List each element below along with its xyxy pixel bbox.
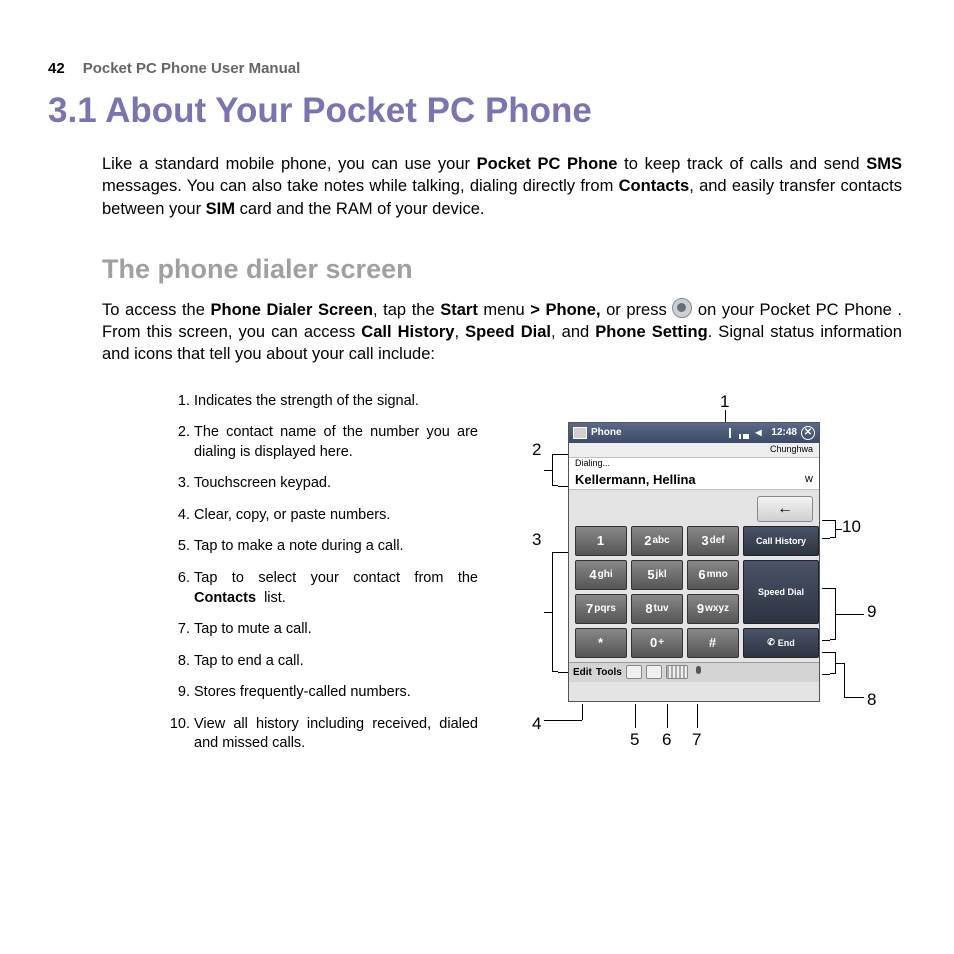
titlebar: Phone 12:48 ✕ [569,423,819,443]
key-star[interactable]: * [575,628,627,658]
contact-name: Kellermann, Hellina [575,472,696,487]
dialing-status: Dialing... [569,457,819,470]
keypad: 1 2abc 3def Call History 4ghi 5jkl 6mno … [575,526,813,658]
subsection-title: The phone dialer screen [102,254,906,285]
key-8[interactable]: 8tuv [631,594,683,624]
close-button[interactable]: ✕ [801,426,815,440]
key-3[interactable]: 3def [687,526,739,556]
callout-9: 9 [867,602,876,622]
callout-8: 8 [867,690,876,710]
callout-3: 3 [532,530,541,550]
key-4[interactable]: 4ghi [575,560,627,590]
key-6[interactable]: 6mno [687,560,739,590]
callout-1: 1 [720,392,729,412]
legend-item: 10.View all history including received, … [168,715,478,754]
key-2[interactable]: 2abc [631,526,683,556]
legend-item: 5.Tap to make a note during a call. [168,537,478,557]
legend-item: 9.Stores frequently-called numbers. [168,683,478,703]
mute-icon[interactable] [692,665,706,679]
legend-item: 3.Touchscreen keypad. [168,474,478,494]
menu-tools[interactable]: Tools [596,667,622,678]
contacts-icon[interactable] [646,665,662,679]
legend-list: 1.Indicates the strength of the signal. … [168,392,478,766]
section-title: 3.1 About Your Pocket PC Phone [48,91,906,131]
note-icon[interactable] [626,665,642,679]
backspace-button[interactable]: ← [757,496,813,522]
end-button[interactable]: ✆End [743,628,819,658]
app-title: Phone [591,427,622,438]
legend-item: 1.Indicates the strength of the signal. [168,392,478,412]
legend-item: 2.The contact name of the number you are… [168,423,478,462]
intro-paragraph: Like a standard mobile phone, you can us… [102,153,902,220]
figure-area: 1.Indicates the strength of the signal. … [168,392,906,766]
key-7[interactable]: 7pqrs [575,594,627,624]
signal-icon [739,427,751,439]
legend-item: 4.Clear, copy, or paste numbers. [168,506,478,526]
contact-type: w [805,473,813,485]
key-1[interactable]: 1 [575,526,627,556]
manual-title: Pocket PC Phone User Manual [83,60,301,77]
callout-6: 6 [662,730,671,750]
legend-item: 6.Tap to select your contact from the Co… [168,569,478,608]
callout-2: 2 [532,440,541,460]
clock: 12:48 [771,427,797,438]
subsection-paragraph: To access the Phone Dialer Screen, tap t… [102,299,902,366]
key-hash[interactable]: # [687,628,739,658]
callout-5: 5 [630,730,639,750]
contact-row: Kellermann, Hellina w [569,470,819,490]
figure-diagram: 1 2 3 4 5 6 7 8 9 10 [492,392,892,762]
key-5[interactable]: 5jkl [631,560,683,590]
callout-10: 10 [842,517,861,537]
key-9[interactable]: 9wxyz [687,594,739,624]
legend-item: 8.Tap to end a call. [168,652,478,672]
menu-bar: Edit Tools [569,662,819,682]
pocketpc-screenshot: Phone 12:48 ✕ Chunghwa Dialing... Keller… [568,422,820,702]
key-0[interactable]: 0+ [631,628,683,658]
start-flag-icon[interactable] [573,427,587,439]
page-header: 42 Pocket PC Phone User Manual [48,60,906,77]
legend-item: 7.Tap to mute a call. [168,620,478,640]
call-history-button[interactable]: Call History [743,526,819,556]
phone-icon [672,298,692,318]
keypad-zone: ← 1 2abc 3def Call History 4ghi 5jkl 6mn… [569,490,819,662]
carrier-label: Chunghwa [569,443,819,457]
speaker-icon [755,427,767,439]
phone-end-icon: ✆ [767,637,775,648]
menu-edit[interactable]: Edit [573,667,592,678]
antenna-icon [725,427,735,439]
callout-7: 7 [692,730,701,750]
speed-dial-button[interactable]: Speed Dial [743,560,819,624]
page-number: 42 [48,60,65,77]
callout-4: 4 [532,714,541,734]
keyboard-icon[interactable] [666,665,688,679]
